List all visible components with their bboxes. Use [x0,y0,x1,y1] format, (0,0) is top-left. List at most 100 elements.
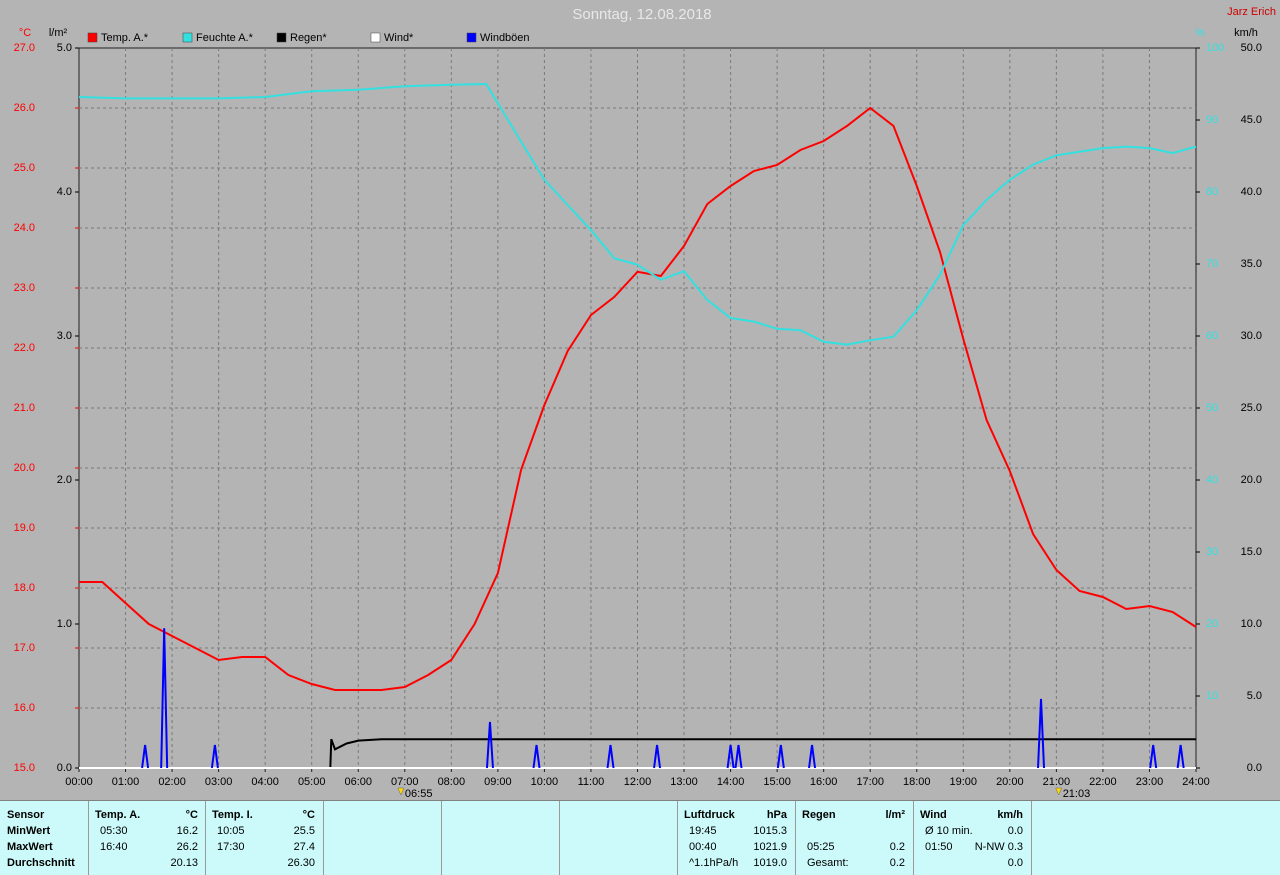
series-line [78,82,1197,346]
y-tick-label: 20.0 [14,462,35,474]
gust-spike [1176,744,1185,769]
author: Jarz Erich [1227,6,1276,18]
axis-unit: km/h [1234,27,1258,39]
y-tick-label: 10 [1206,690,1218,702]
x-tick-label: 04:00 [251,776,279,788]
y-tick-label: 22.0 [14,342,35,354]
y-tick-label: 27.0 [14,42,35,54]
stat-value: 0.0 [1007,857,1023,869]
y-tick-label: 50 [1206,402,1218,414]
y-tick-label: 50.0 [1241,42,1262,54]
stat-value: 1021.9 [753,841,787,853]
stat-value: 1015.3 [753,825,787,837]
y-tick-label: 20.0 [1241,474,1262,486]
x-tick-label: 11:00 [578,776,605,788]
x-tick-label: 06:00 [344,776,372,788]
x-tick-label: 14:00 [717,776,745,788]
y-tick-label: 90 [1206,114,1218,126]
y-tick-label: 15.0 [14,762,35,774]
axis-unit: l/m² [49,27,68,39]
y-tick-label: 25.0 [1241,402,1262,414]
x-tick-label: 17:00 [856,776,884,788]
separator [323,801,324,875]
stat-value: 26.2 [176,841,198,853]
y-tick-label: 23.0 [14,282,35,294]
gust-spike [1037,698,1046,769]
gust-spike [210,744,219,769]
stat-value: 26.30 [287,857,315,869]
x-tick-label: 20:00 [996,776,1024,788]
stat-value: 25.5 [293,825,315,837]
y-tick-label: 21.0 [14,402,35,414]
row-label: Durchschnitt [7,857,75,869]
gust-spike [726,744,735,769]
y-tick-label: 45.0 [1241,114,1262,126]
legend-swatch [87,32,98,43]
stat-time: 00:40 [689,841,717,853]
y-tick-label: 16.0 [14,702,35,714]
group-title: Luftdruck [684,809,735,821]
series-line [79,738,1196,769]
y-tick-label: 18.0 [14,582,35,594]
separator [205,801,206,875]
x-tick-label: 00:00 [65,776,93,788]
stat-value: 0.0 [1007,825,1023,837]
chart: Sonntag, 12.08.2018 Jarz Erich 00:00 01:0… [14,6,1276,800]
y-tick-label: 24.0 [14,222,35,234]
y-tick-label: 4.0 [57,186,72,198]
legend-swatch [370,32,381,43]
stat-time: 17:30 [217,841,245,853]
y-tick-label: 5.0 [1247,690,1262,702]
separator [559,801,560,875]
y-tick-label: 19.0 [14,522,35,534]
gust-spike [734,744,743,769]
x-tick-label: 10:00 [531,776,559,788]
stat-time: ^1.1hPa/h [689,857,739,869]
stat-time: 10:05 [217,825,245,837]
row-label: MaxWert [7,841,53,853]
gust-spike [606,744,615,769]
stat-time: Ø 10 min. [925,825,973,837]
legend-label: Windböen [480,32,530,44]
series-line [79,106,1197,691]
gust-spike [1149,744,1158,769]
y-tick-label: 30 [1206,546,1218,558]
x-tick-label: 08:00 [438,776,466,788]
gust-spike [808,744,817,769]
gust-spike [160,628,169,769]
stat-value: 27.4 [293,841,315,853]
y-tick-label: 5.0 [57,42,72,54]
legend-swatch [276,32,287,43]
separator [441,801,442,875]
y-tick-label: 20 [1206,618,1218,630]
x-tick-label: 21:00 [1043,776,1071,788]
gust-spike [653,744,662,769]
separator [88,801,89,875]
x-tick-label: 02:00 [158,776,186,788]
x-tick-label: 18:00 [903,776,931,788]
stat-time: 16:40 [100,841,128,853]
separator [677,801,678,875]
x-tick-label: 01:00 [112,776,140,788]
y-tick-label: 2.0 [57,474,72,486]
sun-marker [1055,787,1063,796]
stat-time: 05:25 [807,841,835,853]
gust-spike [141,744,150,769]
sun-label: 06:55 [405,788,433,800]
y-tick-label: 70 [1206,258,1218,270]
chart-title: Sonntag, 12.08.2018 [572,6,711,23]
x-tick-label: 19:00 [950,776,978,788]
y-tick-label: 26.0 [14,102,35,114]
group-title: Regen [802,809,836,821]
separator [1031,801,1032,875]
group-unit: °C [302,809,315,821]
group-title: Temp. I. [212,809,253,821]
stat-time: 19:45 [689,825,717,837]
y-tick-label: 17.0 [14,642,35,654]
legend-label: Temp. A.* [101,32,149,44]
stats-panel: Sensor MinWert MaxWert Durchschnitt Temp. A.… [0,800,1280,875]
x-tick-label: 22:00 [1089,776,1117,788]
gust-spike [776,744,785,769]
x-tick-label: 12:00 [624,776,652,788]
